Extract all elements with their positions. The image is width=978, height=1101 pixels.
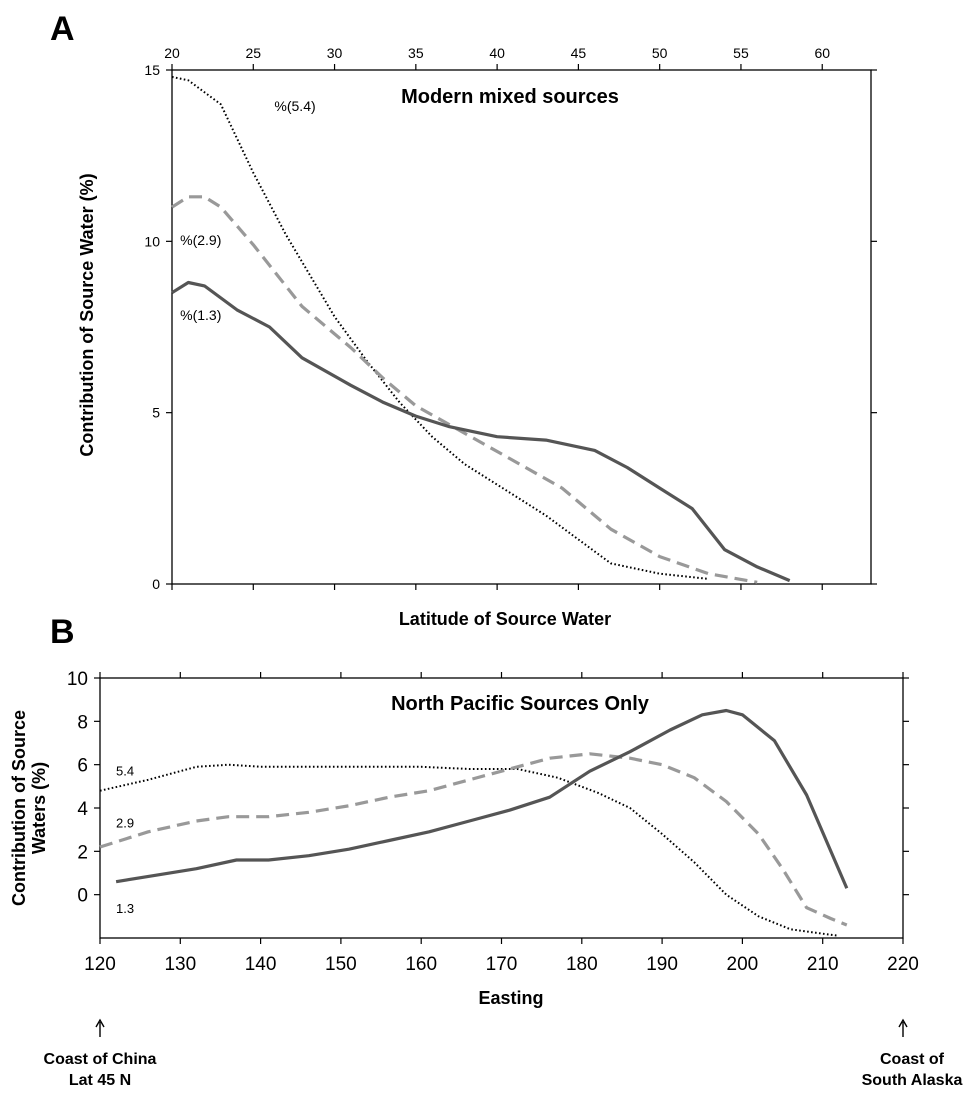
panel-b-series [99, 708, 849, 937]
panel-b-y-axis-label-line-1: Contribution of Source [9, 710, 29, 906]
panel-b-title: North Pacific Sources Only [391, 693, 650, 715]
x-tick-label: 180 [566, 954, 598, 975]
series-line-solid [115, 708, 849, 889]
coast-of-south-alaska-annotation: Coast of South Alaska [862, 1018, 963, 1089]
coast-of-china-label: Coast of China [44, 1051, 157, 1068]
panel-a: A 20 25 30 35 40 45 50 55 60 0 5 10 15 Modern mixed … [50, 10, 877, 629]
x-tick-label: 140 [245, 954, 277, 975]
x-tick-label: 55 [733, 45, 749, 61]
y-tick-label: 5 [152, 405, 160, 421]
panel-a-y-axis-label: Contribution of Source Water (%) [77, 173, 97, 456]
series-label: %(1.3) [180, 307, 221, 323]
south-alaska-label: South Alaska [862, 1072, 963, 1089]
y-tick-label: 8 [77, 712, 88, 733]
arrow-up-icon-head [898, 1018, 908, 1028]
x-tick-label: 190 [646, 954, 678, 975]
x-tick-label: 20 [164, 45, 180, 61]
x-tick-label: 220 [887, 954, 919, 975]
series-line-solid [171, 280, 791, 583]
x-tick-label: 45 [571, 45, 587, 61]
y-tick-label: 10 [67, 669, 88, 690]
x-tick-label: 210 [807, 954, 839, 975]
y-tick-label: 0 [152, 576, 160, 592]
panel-a-letter: A [50, 10, 75, 48]
x-tick-label: 50 [652, 45, 668, 61]
panel-b-series-labels: 5.4 2.9 1.3 [116, 764, 134, 917]
x-tick-label: 200 [727, 954, 759, 975]
x-tick-label: 120 [84, 954, 116, 975]
panel-a-plot-frame [171, 69, 872, 585]
panel-b: B 120 130 140 150 160 170 180 190 200 210 220 0 2 4 6 8… [9, 613, 962, 1089]
panel-b-letter: B [50, 613, 75, 651]
x-tick-label: 35 [408, 45, 424, 61]
series-label: %(5.4) [274, 98, 315, 114]
panel-b-plot-frame [99, 677, 904, 939]
coast-of-label: Coast of [880, 1051, 945, 1068]
y-tick-label: 4 [77, 799, 88, 820]
series-label: 2.9 [116, 816, 134, 831]
series-line-dashed [171, 195, 758, 584]
x-tick-label: 160 [405, 954, 437, 975]
series-label: 5.4 [116, 764, 134, 779]
panel-b-y-axis-label-line-2: Waters (%) [29, 762, 49, 854]
panel-a-series-labels: %(5.4) %(2.9) %(1.3) [180, 98, 316, 323]
arrow-up-icon-head [95, 1018, 105, 1028]
series-line-dashed [99, 752, 848, 927]
x-tick-label: 40 [489, 45, 505, 61]
series-label: 1.3 [116, 901, 134, 916]
panel-a-x-axis-label: Latitude of Source Water [399, 609, 611, 629]
series-line-dotted [171, 75, 709, 580]
lat-45-n-label: Lat 45 N [69, 1072, 131, 1089]
panel-a-title: Modern mixed sources [401, 86, 619, 108]
y-tick-label: 0 [77, 886, 88, 907]
coast-of-china-annotation: Coast of China Lat 45 N [44, 1018, 157, 1089]
series-line-dotted [99, 763, 839, 937]
y-tick-label: 15 [144, 62, 160, 78]
y-tick-label: 6 [77, 756, 88, 777]
panel-b-x-axis-label: Easting [478, 988, 543, 1008]
panel-a-ticks: 20 25 30 35 40 45 50 55 60 0 5 10 15 [144, 45, 877, 592]
x-tick-label: 130 [164, 954, 196, 975]
y-tick-label: 10 [144, 233, 160, 249]
panel-b-y-axis-label: Contribution of Source Waters (%) [9, 710, 49, 906]
x-tick-label: 25 [245, 45, 261, 61]
x-tick-label: 30 [327, 45, 343, 61]
x-tick-label: 170 [486, 954, 518, 975]
panel-b-ticks: 120 130 140 150 160 170 180 190 200 210 220 0 2 4 6 8 10 [67, 669, 919, 975]
series-label: %(2.9) [180, 232, 221, 248]
y-tick-label: 2 [77, 842, 88, 863]
x-tick-label: 150 [325, 954, 357, 975]
panel-a-series [171, 75, 791, 584]
x-tick-label: 60 [814, 45, 830, 61]
